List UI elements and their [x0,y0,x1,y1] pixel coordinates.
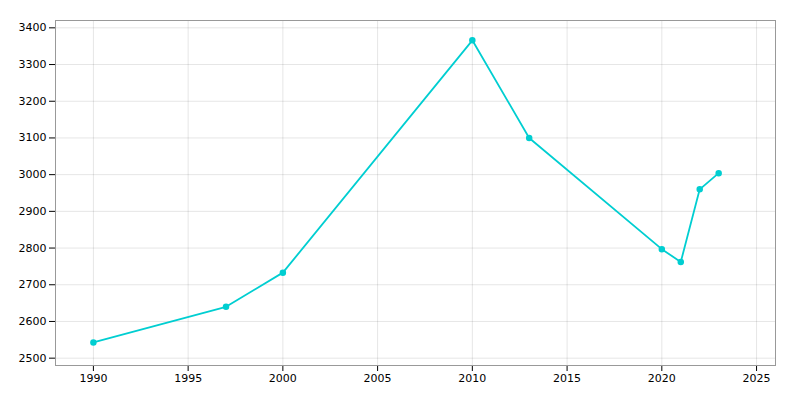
svg-text:2005: 2005 [364,372,392,385]
svg-text:1990: 1990 [79,372,107,385]
svg-text:1995: 1995 [174,372,202,385]
svg-text:3300: 3300 [19,58,47,71]
svg-text:2010: 2010 [458,372,486,385]
svg-text:2000: 2000 [269,372,297,385]
svg-text:3000: 3000 [19,168,47,181]
svg-text:3400: 3400 [19,21,47,34]
svg-text:2800: 2800 [19,242,47,255]
svg-text:2600: 2600 [19,315,47,328]
svg-text:2900: 2900 [19,205,47,218]
svg-text:2015: 2015 [553,372,581,385]
svg-text:2025: 2025 [743,372,771,385]
svg-text:2500: 2500 [19,352,47,365]
svg-text:2020: 2020 [648,372,676,385]
svg-text:3100: 3100 [19,131,47,144]
svg-text:2700: 2700 [19,278,47,291]
svg-text:3200: 3200 [19,95,47,108]
